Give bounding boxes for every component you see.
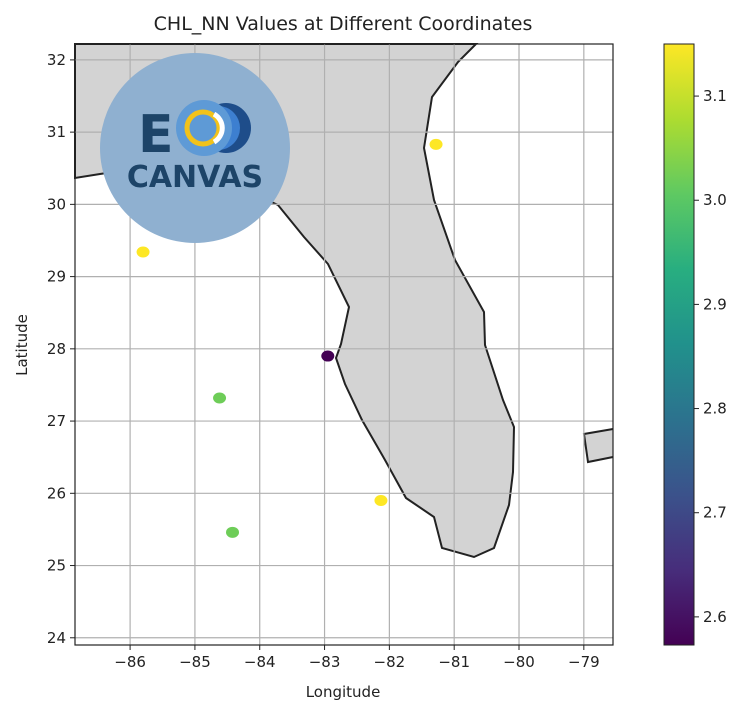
x-tick-label: −79 [568, 653, 600, 671]
colorbar-tick-label: 2.6 [703, 608, 727, 626]
plot-frame [74, 43, 614, 646]
y-tick-label: 25 [47, 557, 66, 575]
y-axis: 24 25 26 27 28 29 30 31 32 [47, 51, 75, 647]
x-tick-label: −86 [114, 653, 146, 671]
y-tick-label: 27 [47, 412, 66, 430]
chart-title: CHL_NN Values at Different Coordinates [154, 13, 533, 35]
y-axis-label: Latitude [13, 314, 31, 376]
data-point [429, 138, 443, 150]
y-tick-label: 31 [47, 123, 66, 141]
y-tick-label: 26 [47, 484, 66, 502]
y-tick-label: 28 [47, 340, 66, 358]
colorbar-axis: 2.6 2.7 2.8 2.9 3.0 3.1 [694, 87, 727, 626]
data-point [213, 392, 227, 404]
data-point [374, 495, 388, 507]
data-point [226, 526, 240, 538]
logo-letter-e: E [138, 105, 174, 165]
logo-wordmark: CANVAS [127, 160, 263, 195]
colorbar-tick-label: 3.1 [703, 87, 727, 105]
colorbar-tick-label: 3.0 [703, 191, 727, 209]
data-point [136, 246, 150, 258]
colorbar [663, 43, 695, 646]
data-point [321, 350, 335, 362]
data-points [136, 138, 443, 538]
colorbar-tick-label: 2.9 [703, 295, 727, 313]
x-tick-label: −85 [179, 653, 211, 671]
x-axis: −86 −85 −84 −83 −82 −81 −80 −79 [114, 645, 600, 671]
y-tick-label: 32 [47, 51, 66, 69]
x-tick-label: −80 [503, 653, 535, 671]
logo-o-icon [176, 100, 251, 156]
colorbar-tick-label: 2.8 [703, 400, 727, 418]
x-tick-label: −82 [374, 653, 406, 671]
y-tick-label: 30 [47, 195, 66, 213]
colorbar-tick-label: 2.7 [703, 504, 727, 522]
x-tick-label: −83 [309, 653, 341, 671]
y-tick-label: 29 [47, 268, 66, 286]
x-axis-label: Longitude [306, 683, 381, 701]
x-tick-label: −81 [438, 653, 470, 671]
eo-canvas-logo: E CANVAS [100, 53, 290, 243]
x-tick-label: −84 [244, 653, 276, 671]
y-tick-label: 24 [47, 629, 66, 647]
bahamas-landmass [582, 428, 614, 464]
